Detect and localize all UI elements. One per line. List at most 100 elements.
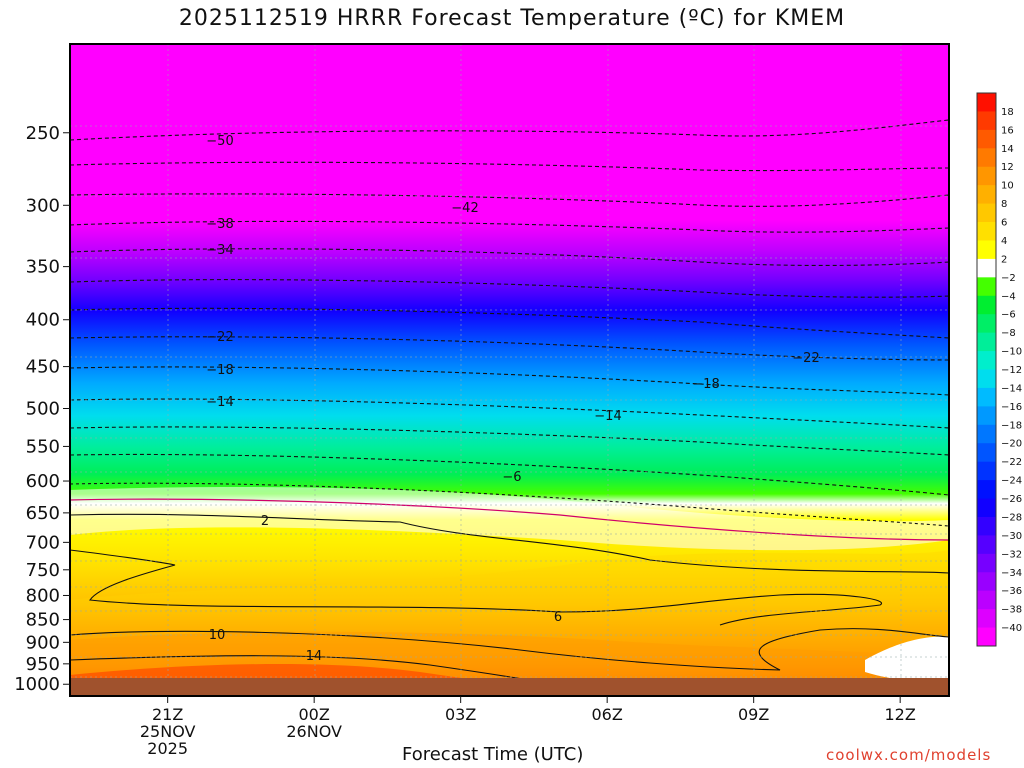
y-tick-label: 950 <box>26 654 60 675</box>
colorbar-label: −38 <box>1001 605 1022 616</box>
contour-label: −6 <box>502 470 521 485</box>
ground-below-surface <box>70 678 949 696</box>
y-tick-label: 1000 <box>14 674 60 695</box>
contour-line <box>70 220 949 233</box>
warm-layer-shade <box>70 550 949 696</box>
colorbar-label: −36 <box>1001 586 1022 597</box>
contour-label: 14 <box>306 649 323 664</box>
y-tick-label: 800 <box>26 585 60 606</box>
colorbar-swatch <box>977 480 996 500</box>
contour-label: −14 <box>206 395 233 410</box>
credit-link[interactable]: coolwx.com/models <box>826 746 992 764</box>
colorbar-label: −14 <box>1001 383 1022 394</box>
x-axis-label: Forecast Time (UTC) <box>402 744 584 765</box>
contour-label: −34 <box>206 243 233 258</box>
colorbar-frame <box>976 92 997 647</box>
y-axis: 2503003504004505005506006507007508008509… <box>14 123 70 695</box>
y-tick-label: 350 <box>26 257 60 278</box>
colorbar-swatch <box>977 314 996 334</box>
colorbar-label: −24 <box>1001 476 1022 487</box>
colorbar-label: −32 <box>1001 549 1022 560</box>
colorbar-label: 6 <box>1001 218 1007 229</box>
colorbar-swatch <box>977 295 996 315</box>
colorbar-label: 4 <box>1001 236 1007 247</box>
colorbar-swatch <box>977 627 996 647</box>
x-tick-label: 2025 <box>147 739 188 758</box>
colorbar-label: −40 <box>1001 623 1022 634</box>
contour-line <box>70 549 883 626</box>
freezing-line <box>70 498 949 541</box>
contour-label: −42 <box>451 201 478 216</box>
colorbar: 18 16 14 12 10 8 6 4 2 −2 −4 −6 −8 −10 −12 −14 −16 −18 −20… <box>976 92 1022 647</box>
colorbar-swatch <box>977 498 996 518</box>
contour-label: −18 <box>692 377 719 392</box>
x-tick-label: 09Z <box>738 705 769 724</box>
contour-line <box>70 336 949 361</box>
colorbar-label: −22 <box>1001 457 1022 468</box>
colorbar-swatch <box>977 406 996 426</box>
colorbar-swatch <box>977 609 996 629</box>
contour-line <box>70 426 949 456</box>
contour-label: −18 <box>206 363 233 378</box>
colorbar-swatch <box>977 461 996 481</box>
y-tick-label: 850 <box>26 610 60 631</box>
x-tick-label: 21Z <box>152 705 183 724</box>
colorbar-label: −26 <box>1001 494 1022 505</box>
contour-label: 6 <box>554 610 562 625</box>
colorbar-swatch <box>977 332 996 352</box>
contour-label: 2 <box>261 514 269 529</box>
colorbar-label: −16 <box>1001 402 1022 413</box>
y-tick-label: 700 <box>26 532 60 553</box>
colorbar-label: −12 <box>1001 365 1022 376</box>
colorbar-swatch <box>977 277 996 297</box>
colorbar-label: −6 <box>1001 310 1016 321</box>
colorbar-swatch <box>977 443 996 463</box>
colorbar-swatch <box>977 258 996 278</box>
colorbar-label: 8 <box>1001 199 1007 210</box>
x-tick-label: 06Z <box>592 705 623 724</box>
colorbar-label: 10 <box>1001 181 1014 192</box>
colorbar-swatch <box>977 535 996 555</box>
colorbar-swatch <box>977 185 996 205</box>
x-tick-label: 25NOV <box>140 722 196 741</box>
colorbar-label: −18 <box>1001 420 1022 431</box>
contour-line <box>70 279 949 298</box>
colorbar-label: 14 <box>1001 144 1014 155</box>
colorbar-swatch <box>977 203 996 223</box>
y-tick-label: 300 <box>26 195 60 216</box>
y-tick-label: 900 <box>26 632 60 653</box>
contour-line <box>70 628 949 671</box>
contour-label: −50 <box>206 134 233 149</box>
colorbar-label: 2 <box>1001 254 1007 265</box>
colorbar-swatch <box>977 572 996 592</box>
colorbar-label: −28 <box>1001 512 1022 523</box>
y-tick-label: 650 <box>26 503 60 524</box>
colorbar-swatch <box>977 351 996 370</box>
contour-label: 10 <box>209 628 226 643</box>
colorbar-swatch <box>977 240 996 260</box>
colorbar-swatch <box>977 222 996 241</box>
contour-line <box>70 513 949 574</box>
colorbar-swatch <box>977 387 996 407</box>
x-tick-label: 12Z <box>885 705 916 724</box>
contour-line <box>70 366 949 396</box>
contour-label: −14 <box>594 409 621 424</box>
y-tick-label: 400 <box>26 310 60 331</box>
colorbar-swatch <box>977 111 996 131</box>
colorbar-swatch <box>977 166 996 186</box>
colorbar-label: 18 <box>1001 107 1014 118</box>
x-tick-label: 00Z <box>299 705 330 724</box>
contour-line <box>70 307 949 339</box>
colorbar-swatch <box>977 516 996 536</box>
x-tick-label: 03Z <box>445 705 476 724</box>
y-tick-label: 750 <box>26 560 60 581</box>
colorbar-swatch <box>977 148 996 168</box>
colorbar-label: 12 <box>1001 162 1014 173</box>
contour-labels: −50 −42 −38 −34 −22 −18 −14 −6 2 6 10 14… <box>206 134 819 664</box>
contour-line <box>70 119 949 141</box>
colorbar-swatch <box>977 369 996 389</box>
contour-line <box>70 453 949 496</box>
colorbar-swatch <box>977 129 996 149</box>
colorbar-label: −8 <box>1001 328 1016 339</box>
